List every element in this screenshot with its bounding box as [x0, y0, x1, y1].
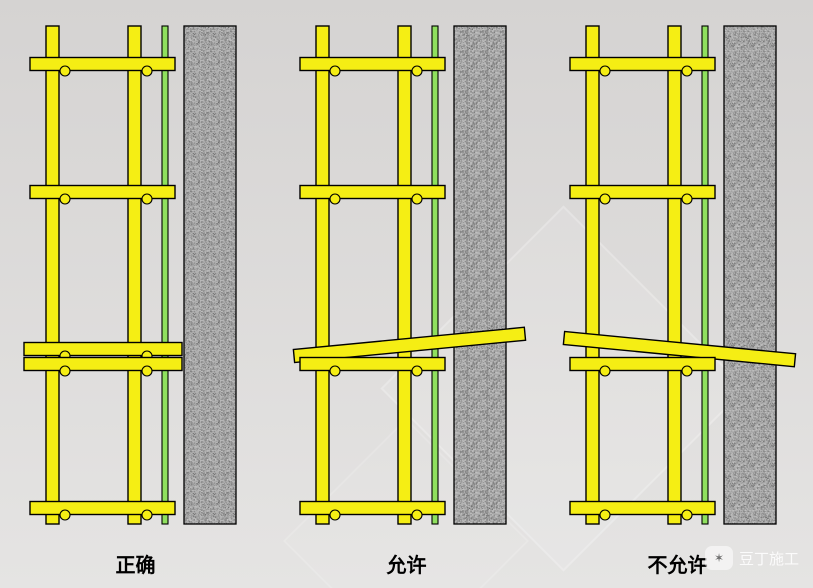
screen-line	[432, 26, 438, 524]
watermark-text: 豆丁施工	[739, 548, 799, 569]
wechat-icon: ✶	[705, 546, 733, 570]
vertical-post-0	[46, 26, 59, 524]
panel-A	[20, 10, 260, 540]
wall-strip	[724, 26, 776, 524]
panel-C	[560, 10, 800, 540]
wall-strip	[454, 26, 506, 524]
label-correct: 正确	[26, 549, 246, 578]
watermark: ✶ 豆丁施工	[705, 546, 799, 570]
canvas: 正确 允许 不允许 ✶ 豆丁施工	[0, 0, 813, 588]
vertical-post-0	[586, 26, 599, 524]
screen-line	[162, 26, 168, 524]
vertical-post-1	[128, 26, 141, 524]
label-allowed: 允许	[297, 549, 517, 578]
vertical-post-0	[316, 26, 329, 524]
label-row: 正确 允许 不允许	[0, 549, 813, 578]
screen-line	[702, 26, 708, 524]
wall-strip	[184, 26, 236, 524]
panel-B	[290, 10, 530, 540]
vertical-post-1	[668, 26, 681, 524]
vertical-post-1	[398, 26, 411, 524]
